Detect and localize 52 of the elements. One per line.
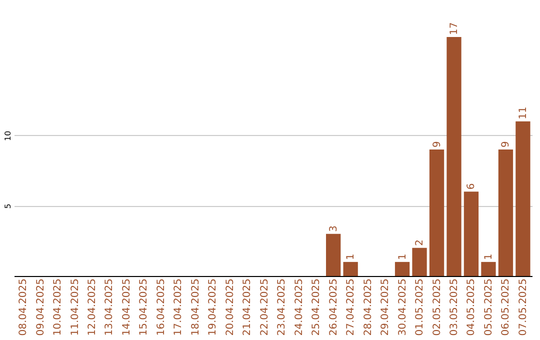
x-tick-label: 14.04.2025 — [121, 278, 132, 336]
x-tick-label: 17.04.2025 — [173, 278, 184, 336]
data-label: 9 — [500, 141, 512, 148]
x-tick-label: 10.04.2025 — [52, 278, 64, 336]
x-tick-label: 11.04.2025 — [70, 278, 81, 336]
x-tick-label: 27.04.2025 — [346, 278, 357, 336]
x-tick-label: 25.04.2025 — [311, 278, 322, 336]
bar — [464, 192, 479, 276]
x-tick-label: 20.04.2025 — [224, 278, 236, 336]
x-tick-label: 22.04.2025 — [259, 278, 270, 336]
bar — [516, 121, 530, 276]
x-tick-label: 30.04.2025 — [397, 278, 408, 336]
x-tick-label: 03.05.2025 — [449, 278, 460, 336]
x-tick-label: 08.04.2025 — [18, 278, 30, 336]
x-tick-label: 13.04.2025 — [104, 278, 116, 336]
y-tick-label: 10 — [4, 130, 12, 142]
x-tick-label: 24.04.2025 — [294, 278, 305, 336]
x-tick-label: 01.05.2025 — [414, 278, 426, 336]
y-tick-label: 5 — [4, 204, 12, 209]
data-label: 1 — [483, 254, 494, 260]
bar — [394, 262, 410, 276]
bar — [343, 262, 358, 276]
bar — [446, 37, 462, 276]
x-tick-label: 19.04.2025 — [208, 278, 219, 336]
x-tick-label: 29.04.2025 — [380, 278, 392, 336]
data-label: 1 — [397, 254, 408, 260]
data-label: 11 — [518, 106, 529, 120]
bar — [429, 149, 444, 276]
bar — [326, 234, 341, 276]
x-tick-label: 23.04.2025 — [276, 278, 288, 336]
x-tick-label: 12.04.2025 — [87, 278, 98, 336]
x-tick-label: 26.04.2025 — [328, 278, 340, 336]
data-label: 17 — [449, 22, 460, 35]
x-tick-label: 18.04.2025 — [190, 278, 202, 336]
bar — [412, 248, 427, 276]
data-label: 9 — [432, 141, 443, 148]
data-label: 1 — [346, 254, 357, 260]
x-tick-label: 04.05.2025 — [466, 278, 478, 336]
x-tick-label: 16.04.2025 — [156, 278, 167, 336]
x-tick-label: 05.05.2025 — [483, 278, 494, 336]
x-tick-label: 07.05.2025 — [518, 278, 529, 336]
x-tick-label: 06.05.2025 — [500, 278, 512, 336]
x-tick-label: 28.04.2025 — [362, 278, 374, 336]
bar — [481, 262, 496, 276]
x-tick-label: 09.04.2025 — [35, 278, 46, 336]
x-tick-label: 21.04.2025 — [242, 278, 254, 336]
data-label: 3 — [328, 225, 340, 232]
x-tick-label: 15.04.2025 — [138, 278, 150, 336]
bar — [498, 149, 514, 276]
data-label: 6 — [466, 183, 478, 190]
x-tick-label: 02.05.2025 — [432, 278, 443, 336]
data-label: 2 — [414, 240, 426, 246]
